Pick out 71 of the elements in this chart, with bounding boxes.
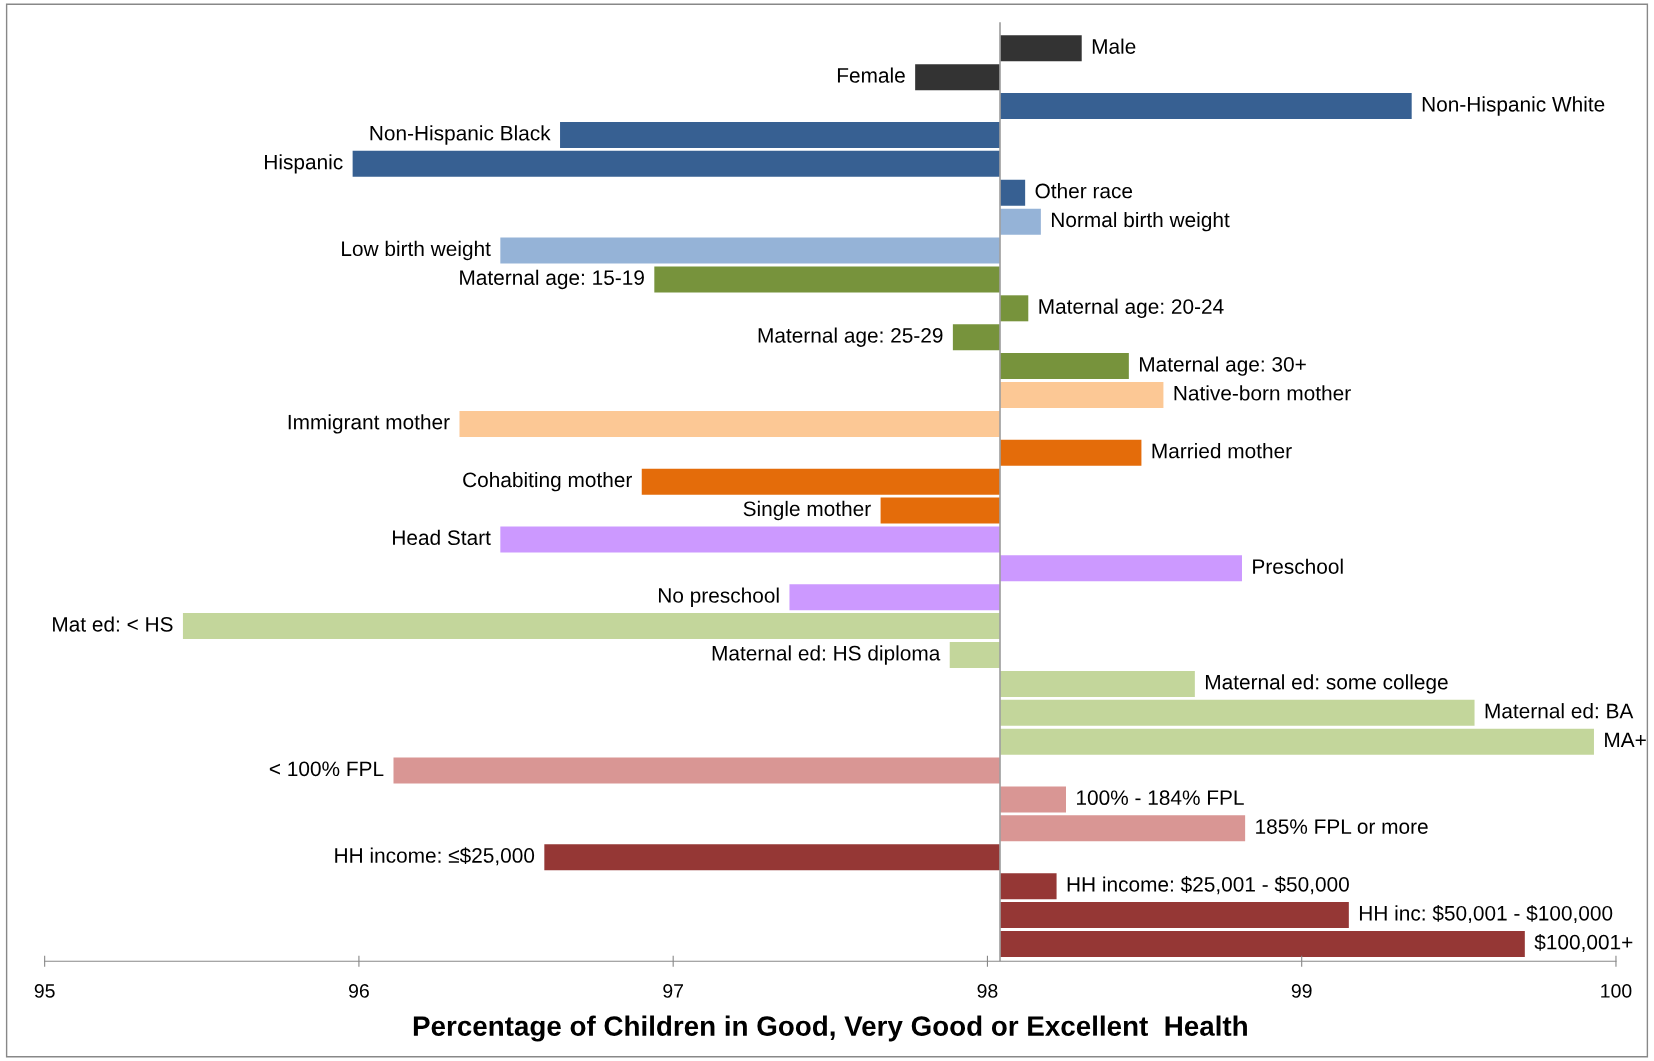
y-tick-label: Maternal age: 25-29 xyxy=(758,327,943,347)
y-tick-label: Maternal ed: some college xyxy=(1205,674,1448,694)
y-tick-label: Cohabiting mother xyxy=(463,471,632,492)
bar xyxy=(1000,179,1026,206)
y-tick-label: HH income: $25,001 - $50,000 xyxy=(1067,876,1349,895)
bar xyxy=(641,468,1001,495)
y-tick-label: Female xyxy=(837,67,905,83)
bar xyxy=(459,410,1001,437)
y-tick-label: Maternal age: 15-19 xyxy=(460,269,644,290)
bar xyxy=(1000,555,1242,582)
bar xyxy=(1000,35,1082,62)
y-tick-label: Married mother xyxy=(1152,443,1292,459)
y-tick-label: Mat ed: < HS xyxy=(53,616,173,632)
y-tick-label: Maternal ed: BA xyxy=(1485,703,1634,719)
bar xyxy=(1000,93,1412,120)
y-tick-label: Non-Hispanic White xyxy=(1422,96,1605,116)
bar xyxy=(952,324,1001,351)
y-tick-label: < 100% FPL xyxy=(269,761,384,777)
bar xyxy=(1000,815,1246,842)
y-tick-label: Native-born mother xyxy=(1174,385,1351,401)
bar xyxy=(1000,873,1057,900)
y-tick-label: Low birth weight xyxy=(342,240,491,261)
x-tick-label: 97 xyxy=(663,984,684,998)
bar xyxy=(1000,208,1041,235)
y-tick-label: MA+ xyxy=(1605,732,1646,748)
x-tick-label: 99 xyxy=(1291,984,1312,998)
bar xyxy=(500,237,1001,264)
bar xyxy=(1000,295,1029,322)
y-tick-label: 100% - 184% FPL xyxy=(1077,790,1244,806)
bar xyxy=(352,150,1001,177)
bar xyxy=(789,584,1001,611)
bar xyxy=(1000,381,1164,408)
x-tick-label: 98 xyxy=(977,984,998,998)
y-tick-label: Other race xyxy=(1035,183,1133,199)
bar xyxy=(880,497,1001,524)
bar xyxy=(1000,439,1142,466)
bar xyxy=(182,613,1001,640)
y-tick-label: Hispanic xyxy=(265,154,343,174)
y-tick-label: 185% FPL or more xyxy=(1256,819,1428,834)
bar xyxy=(544,844,1001,871)
y-tick-label: Head Start xyxy=(393,529,491,546)
bar xyxy=(1000,699,1475,726)
x-axis-title: Percentage of Children in Good, Very Good or Excellent Health xyxy=(413,1015,1247,1042)
bar xyxy=(1000,902,1349,929)
bar xyxy=(1000,786,1066,813)
y-tick-label: HH inc: $50,001 - $100,000 xyxy=(1359,905,1613,924)
y-tick-label: Immigrant mother xyxy=(288,414,450,434)
y-tick-label: Single mother xyxy=(743,500,871,521)
y-tick-label: Male xyxy=(1092,38,1136,54)
bar xyxy=(949,642,1001,669)
y-tick-label: No preschool xyxy=(658,587,779,607)
bar xyxy=(500,526,1001,553)
y-tick-label: $100,001+ xyxy=(1534,933,1633,952)
y-tick-label: Non-Hispanic Black xyxy=(370,125,551,145)
y-tick-label: Maternal age: 20-24 xyxy=(1039,298,1224,319)
bar xyxy=(654,266,1001,293)
y-tick-label: Maternal ed: HS diploma xyxy=(712,645,941,665)
x-tick-label: 95 xyxy=(34,984,55,998)
bar xyxy=(560,121,1001,148)
y-tick-label: Normal birth weight xyxy=(1052,211,1230,232)
x-tick-label: 100 xyxy=(1601,984,1632,998)
bar xyxy=(1000,670,1195,697)
bar xyxy=(915,64,1001,91)
y-tick-label: Maternal age: 30+ xyxy=(1139,356,1306,376)
x-tick-label: 96 xyxy=(349,984,369,998)
y-tick-label: HH income: ≤$25,000 xyxy=(335,847,535,866)
bar xyxy=(1000,353,1129,380)
bar xyxy=(393,757,1001,784)
bar xyxy=(1000,930,1525,957)
bar xyxy=(1000,728,1594,755)
y-tick-label: Preschool xyxy=(1253,558,1343,574)
